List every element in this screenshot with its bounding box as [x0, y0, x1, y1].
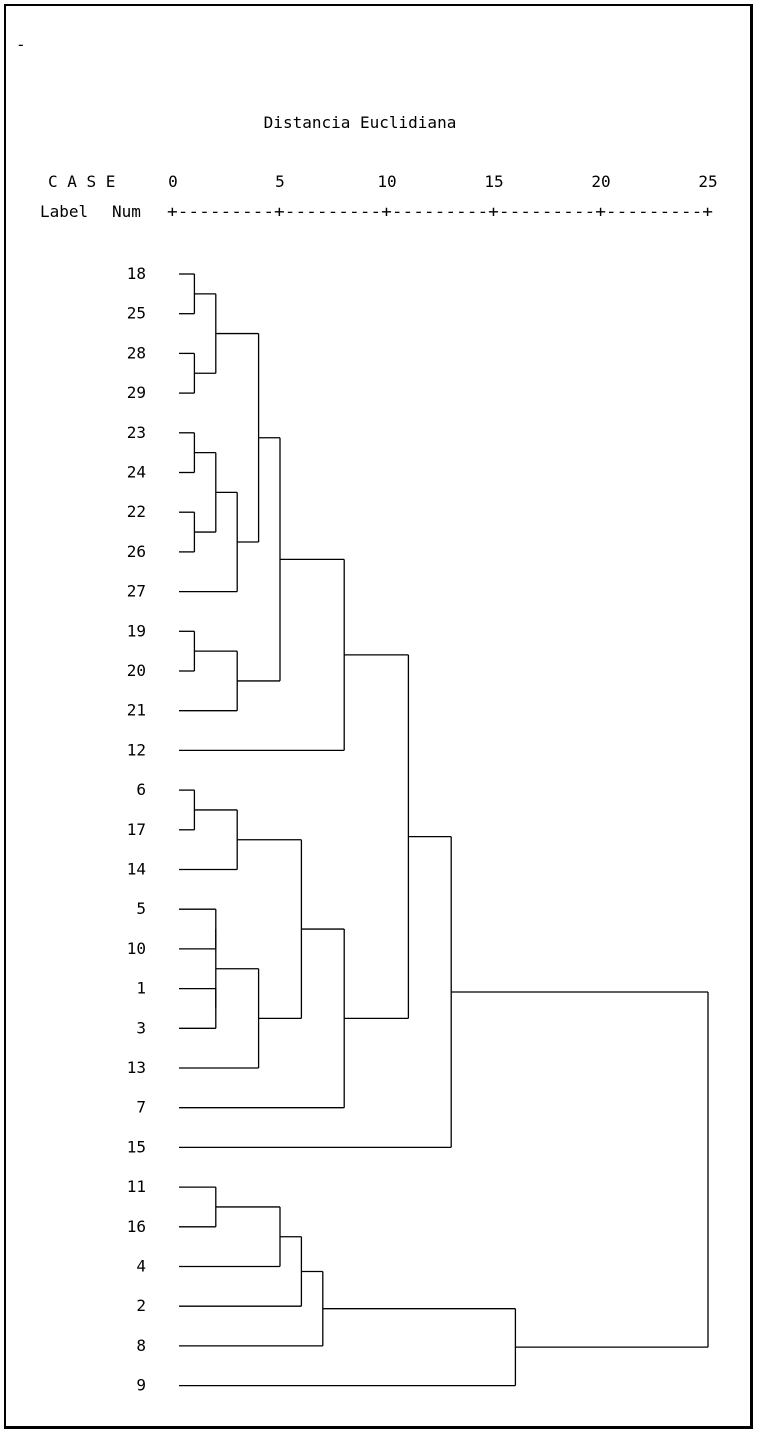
- axis-tick-label: 5: [275, 172, 285, 191]
- dendrogram-links: [179, 273, 709, 1387]
- leaf-label: 24: [127, 463, 146, 482]
- leaf-label: 21: [127, 701, 146, 720]
- leaf-label: 13: [127, 1058, 146, 1077]
- chart-frame: [4, 4, 753, 1429]
- axis-tick-label: 10: [377, 172, 396, 191]
- leaf-label: 12: [127, 740, 146, 759]
- axis-tick-label: 20: [591, 172, 610, 191]
- leaf-label: 3: [136, 1018, 146, 1037]
- axis-tick-label: 0: [168, 172, 178, 191]
- leaf-label: 8: [136, 1336, 146, 1355]
- header-num: Num: [112, 202, 141, 221]
- leaf-label: 10: [127, 939, 146, 958]
- leaf-label: 20: [127, 661, 146, 680]
- header-case: C A S E: [48, 172, 115, 191]
- leaf-label: 16: [127, 1217, 146, 1236]
- leaf-label: 5: [136, 899, 146, 918]
- leaf-labels: 1825282923242226271920211261714510131371…: [127, 264, 146, 1395]
- cursor-mark: -: [16, 35, 26, 54]
- leaf-label: 29: [127, 383, 146, 402]
- leaf-label: 15: [127, 1137, 146, 1156]
- axis-tick-label: 25: [698, 172, 717, 191]
- axis-tick-label: 15: [484, 172, 503, 191]
- chart-title: Distancia Euclidiana: [264, 113, 457, 132]
- leaf-label: 7: [136, 1098, 146, 1117]
- leaf-label: 23: [127, 423, 146, 442]
- leaf-label: 6: [136, 780, 146, 799]
- leaf-label: 22: [127, 502, 146, 521]
- leaf-label: 17: [127, 820, 146, 839]
- leaf-label: 26: [127, 542, 146, 561]
- leaf-label: 1: [136, 979, 146, 998]
- leaf-label: 9: [136, 1376, 146, 1395]
- leaf-label: 11: [127, 1177, 146, 1196]
- leaf-label: 25: [127, 304, 146, 323]
- leaf-label: 4: [136, 1257, 146, 1276]
- leaf-label: 2: [136, 1296, 146, 1315]
- header-label: Label: [40, 202, 88, 221]
- leaf-label: 18: [127, 264, 146, 283]
- leaf-label: 28: [127, 343, 146, 362]
- axis-tick-labels: 0 5 10 15 20 25: [168, 172, 717, 191]
- leaf-label: 14: [127, 860, 146, 879]
- leaf-label: 27: [127, 582, 146, 601]
- leaf-label: 19: [127, 621, 146, 640]
- axis-rule: +---------+---------+---------+---------…: [167, 202, 713, 221]
